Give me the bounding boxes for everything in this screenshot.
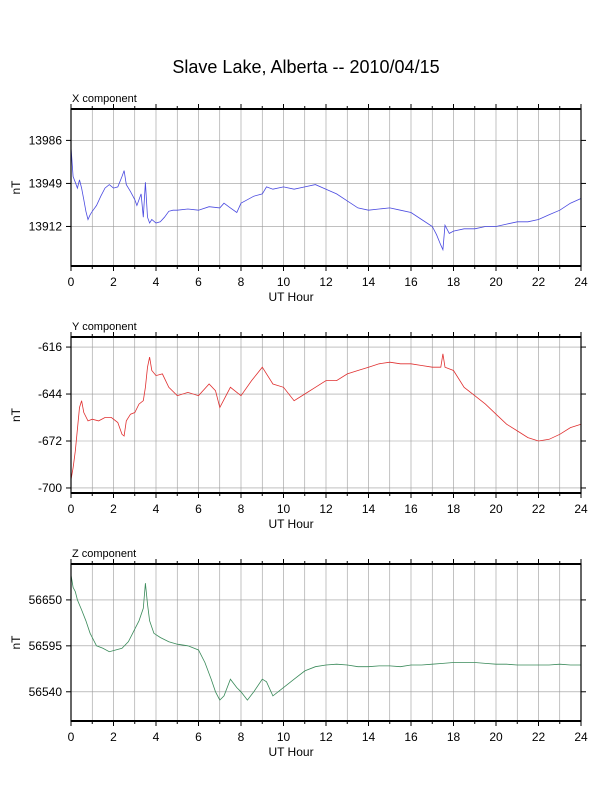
x-tick-label: 16 (404, 730, 418, 744)
x-tick-label: 22 (532, 502, 546, 516)
x-tick-label: 4 (153, 502, 160, 516)
y-tick-label: -700 (38, 481, 62, 495)
x-tick-label: 2 (110, 502, 117, 516)
x-tick-label: 24 (574, 275, 588, 289)
y-axis-label: nT (9, 635, 23, 650)
x-tick-label: 18 (447, 275, 461, 289)
series-line (70, 353, 582, 480)
x-axis-label: UT Hour (268, 290, 313, 304)
x-tick-label: 20 (489, 275, 503, 289)
x-axis-label: UT Hour (268, 517, 313, 531)
x-tick-label: 8 (238, 502, 245, 516)
x-tick-label: 12 (319, 730, 333, 744)
x-tick-label: 20 (489, 502, 503, 516)
x-tick-label: 6 (195, 275, 202, 289)
x-tick-label: 8 (238, 730, 245, 744)
x-tick-label: 0 (68, 730, 75, 744)
x-tick-label: 4 (153, 275, 160, 289)
x-tick-label: 0 (68, 502, 75, 516)
y-tick-label: 13949 (29, 176, 63, 190)
x-tick-label: 10 (277, 275, 291, 289)
panel-label: X component (72, 93, 137, 105)
x-axis-label: UT Hour (268, 745, 313, 759)
y-tick-label: -616 (38, 340, 62, 354)
x-tick-label: 20 (489, 730, 503, 744)
x-tick-label: 18 (447, 502, 461, 516)
y-tick-label: 13986 (29, 133, 63, 147)
x-tick-label: 10 (277, 502, 291, 516)
x-tick-label: 16 (404, 502, 418, 516)
y-tick-label: 56540 (29, 685, 63, 699)
y-tick-label: 13912 (29, 219, 63, 233)
x-tick-label: 16 (404, 275, 418, 289)
panel-label: Y component (72, 321, 137, 333)
x-tick-label: 2 (110, 275, 117, 289)
x-tick-label: 14 (362, 730, 376, 744)
series-line (70, 574, 581, 701)
x-tick-label: 10 (277, 730, 291, 744)
x-tick-label: 14 (362, 275, 376, 289)
y-axis-label: nT (9, 407, 23, 422)
x-tick-label: 24 (574, 730, 588, 744)
y-tick-label: -644 (38, 387, 62, 401)
y-tick-label: 56650 (29, 593, 63, 607)
x-tick-label: 12 (319, 502, 333, 516)
page-title: Slave Lake, Alberta -- 2010/04/15 (172, 57, 440, 77)
x-tick-label: 24 (574, 502, 588, 516)
x-tick-label: 8 (238, 275, 245, 289)
x-tick-label: 6 (195, 502, 202, 516)
panel-label: Z component (72, 548, 136, 560)
x-tick-label: 2 (110, 730, 117, 744)
x-tick-label: 0 (68, 275, 75, 289)
x-tick-label: 22 (532, 275, 546, 289)
x-tick-label: 12 (319, 275, 333, 289)
series-line (70, 147, 582, 252)
x-tick-label: 4 (153, 730, 160, 744)
y-axis-label: nT (9, 180, 23, 195)
x-tick-label: 14 (362, 502, 376, 516)
x-tick-label: 22 (532, 730, 546, 744)
x-tick-label: 18 (447, 730, 461, 744)
y-tick-label: 56595 (29, 639, 63, 653)
x-tick-label: 6 (195, 730, 202, 744)
y-tick-label: -672 (38, 434, 62, 448)
